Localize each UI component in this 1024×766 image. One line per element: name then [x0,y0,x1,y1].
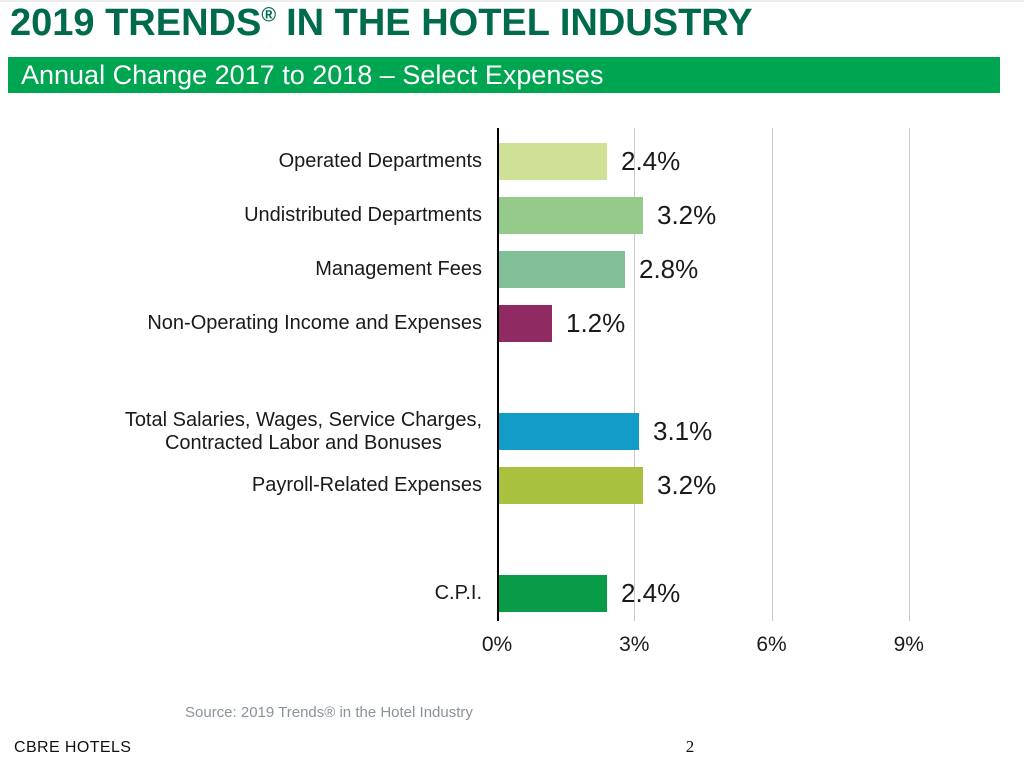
bar [499,413,639,450]
slide-top-edge [0,0,1024,2]
bar-value-label: 2.8% [639,254,699,284]
subtitle-banner: Annual Change 2017 to 2018 – Select Expe… [8,57,1000,93]
bar-value-label: 1.2% [566,308,626,338]
page-title: 2019 TRENDS® IN THE HOTEL INDUSTRY [10,2,753,45]
registered-trademark-symbol: ® [261,4,277,27]
x-tick-label: 9% [893,633,924,656]
bar [499,467,643,504]
footer-brand: CBRE HOTELS [14,739,132,756]
bar-category-label: Payroll-Related Expenses [251,474,482,496]
bar-category-label: Management Fees [315,258,482,280]
bar-value-label: 2.4% [621,578,681,608]
bar [499,575,607,612]
grid-line [908,128,910,621]
subtitle-banner-text: Annual Change 2017 to 2018 – Select Expe… [21,60,604,90]
bar-category-label: Undistributed Departments [244,204,482,226]
x-tick-label: 3% [619,633,650,656]
bar [499,305,552,342]
bar-category-label: Non-Operating Income and Expenses [147,312,482,334]
title-main: 2019 TRENDS [10,2,262,44]
bar-value-label: 3.2% [657,200,717,230]
y-axis-line [497,128,499,621]
bar [499,143,607,180]
bar-value-label: 3.1% [653,416,713,446]
grid-line [634,128,636,621]
grid-line [771,128,773,621]
bar-value-label: 3.2% [657,470,717,500]
bar [499,197,643,234]
x-tick-label: 0% [481,633,513,656]
bar [499,251,625,288]
page-number: 2 [685,737,695,756]
x-tick-label: 6% [756,633,787,656]
bar-category-label: Total Salaries, Wages, Service Charges, … [124,408,482,454]
bar-category-label: Operated Departments [278,150,482,172]
title-rest: IN THE HOTEL INDUSTRY [286,2,753,44]
bar-category-label: C.P.I. [434,582,482,604]
source-note: Source: 2019 Trends® in the Hotel Indust… [185,704,473,721]
bar-value-label: 2.4% [621,146,681,176]
